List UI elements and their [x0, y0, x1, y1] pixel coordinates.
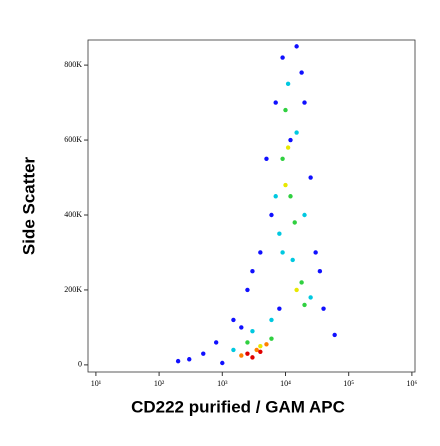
point — [239, 325, 244, 330]
point — [308, 175, 313, 180]
x-tick-label: 10⁴ — [280, 379, 291, 388]
x-axis-label: CD222 purified / GAM APC — [131, 397, 345, 416]
point — [250, 355, 255, 360]
point — [269, 336, 274, 341]
point — [285, 145, 291, 150]
point — [299, 70, 304, 75]
y-tick-label: 200K — [64, 285, 82, 294]
x-tick-label: 10² — [154, 379, 165, 388]
x-tick-label: 10¹ — [91, 379, 102, 388]
point — [280, 250, 285, 255]
point — [280, 55, 285, 60]
point — [285, 81, 291, 87]
point — [250, 328, 255, 334]
point — [308, 295, 313, 300]
point — [273, 194, 278, 199]
point — [288, 137, 293, 143]
y-tick-label: 0 — [78, 360, 82, 369]
point — [283, 182, 288, 188]
point — [283, 107, 288, 113]
point — [245, 287, 250, 293]
point — [187, 357, 192, 362]
point — [290, 257, 295, 263]
point — [231, 317, 236, 323]
point — [302, 212, 307, 218]
point — [254, 347, 259, 353]
point — [321, 306, 326, 311]
point — [213, 340, 219, 345]
point — [258, 250, 263, 255]
point — [264, 156, 269, 161]
point — [294, 44, 299, 49]
point — [294, 287, 299, 293]
x-tick-label: 10⁶ — [406, 379, 417, 388]
point — [288, 194, 293, 199]
point — [175, 358, 181, 364]
point — [239, 353, 244, 358]
point — [269, 212, 274, 218]
point — [258, 349, 263, 354]
point — [313, 250, 318, 255]
point — [264, 342, 269, 347]
point — [269, 317, 274, 323]
point — [245, 351, 250, 356]
point — [317, 269, 323, 274]
point — [280, 156, 285, 161]
point — [273, 100, 278, 105]
point — [220, 360, 225, 366]
point — [292, 220, 297, 225]
point — [302, 100, 307, 105]
point — [299, 280, 304, 285]
y-tick-label: 400K — [64, 210, 82, 219]
x-tick-label: 10⁵ — [343, 379, 354, 388]
point — [250, 269, 255, 274]
x-tick-label: 10³ — [217, 379, 228, 388]
point — [201, 351, 206, 356]
y-axis-label: Side Scatter — [19, 156, 38, 255]
point — [258, 343, 263, 349]
point — [302, 302, 307, 308]
point — [277, 231, 282, 236]
y-tick-label: 600K — [64, 135, 82, 144]
point — [277, 306, 282, 311]
point — [332, 332, 337, 338]
point — [245, 340, 250, 345]
y-tick-label: 800K — [64, 60, 82, 69]
point — [294, 130, 299, 135]
point — [231, 347, 236, 353]
plot-frame — [87, 39, 416, 373]
